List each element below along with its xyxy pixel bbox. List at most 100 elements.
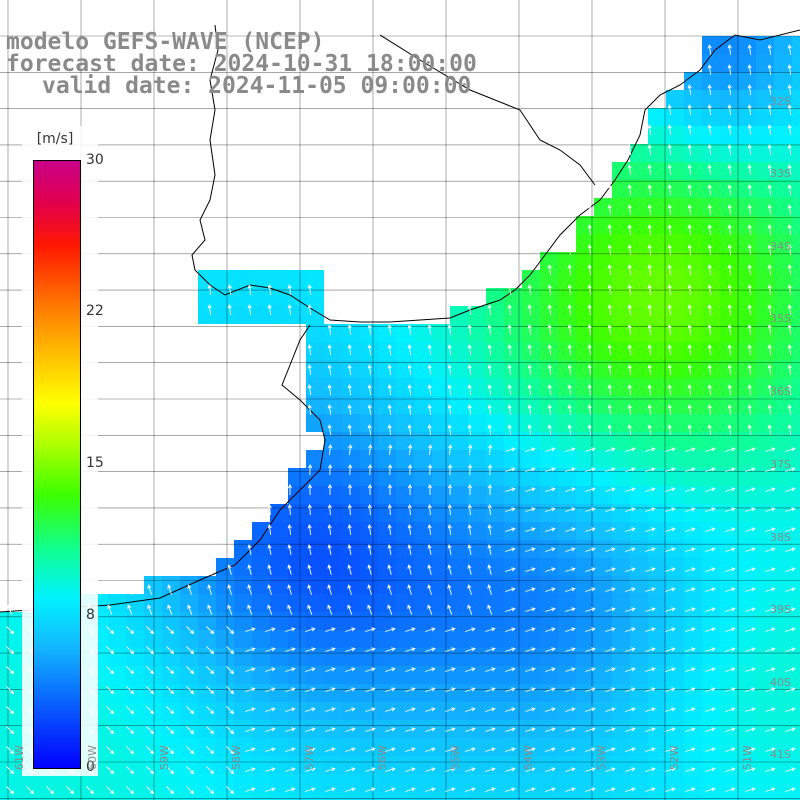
wind-cell [198,288,216,306]
wind-arrow [408,464,413,476]
wind-arrow [707,424,712,435]
wind-cell [630,522,648,540]
wind-arrow [505,567,516,572]
wind-arrow [407,384,412,395]
wind-arrow [467,344,472,355]
wind-cell [288,630,306,648]
wind-cell [774,234,792,252]
wind-cell [414,702,432,720]
wind-arrow [607,304,612,315]
wind-cell [540,540,558,558]
wind-cell [648,576,666,594]
wind-arrow [267,524,272,536]
wind-cell [558,414,576,432]
wind-cell [414,486,432,504]
wind-cell [450,756,468,774]
wind-arrow [547,264,552,275]
wind-arrow [387,344,392,355]
wind-cell [180,738,198,756]
wind-cell [558,558,576,576]
wind-arrow [387,524,392,536]
wind-arrow [445,667,456,672]
wind-cell [702,36,720,54]
wind-cell [522,468,540,486]
wind-cell [486,414,504,432]
wind-arrow [307,364,312,375]
wind-cell [558,270,576,288]
wind-arrow [667,324,672,335]
wind-cell [504,648,522,666]
wind-cell [612,360,630,378]
wind-arrow [787,244,792,255]
wind-arrow [327,604,333,615]
wind-arrow [307,544,312,555]
wind-arrow [665,527,676,532]
wind-cell [198,756,216,774]
wind-cell [252,522,270,540]
wind-arrow [507,304,512,315]
wind-arrow [787,164,792,175]
wind-arrow [525,467,536,472]
wind-cell [522,774,540,792]
wind-arrow [447,524,452,536]
wind-arrow [127,604,133,615]
wind-arrow [7,604,13,615]
wind-cell [756,432,774,450]
wind-arrow [425,667,436,672]
wind-arrow [687,284,692,295]
wind-cell [612,414,630,432]
wind-arrow [725,667,736,672]
wind-cell [486,720,504,738]
wind-cell [432,594,450,612]
wind-arrow [585,607,596,612]
wind-cell [576,738,594,756]
wind-arrow [747,404,752,415]
wind-cell [234,702,252,720]
wind-arrow [126,746,135,755]
wind-cell [522,540,540,558]
wind-arrow [565,687,576,692]
wind-arrow [707,224,712,235]
wind-cell [612,252,630,270]
wind-cell [432,360,450,378]
wind-arrow [727,344,732,355]
wind-cell [360,540,378,558]
wind-cell [576,270,594,288]
wind-cell [486,504,504,522]
wind-arrow [545,447,556,452]
wind-cell [792,72,800,90]
wind-cell [396,576,414,594]
wind-arrow [747,344,752,355]
wind-cell [306,792,324,800]
wind-arrow [287,604,293,615]
wind-arrow [765,687,776,692]
wind-arrow [367,424,372,435]
wind-cell [18,792,36,800]
wind-arrow [388,464,393,476]
wind-cell [396,738,414,756]
wind-arrow [385,787,396,792]
wind-cell [540,324,558,342]
wind-cell [162,594,180,612]
wind-cell [720,738,738,756]
wind-cell [342,720,360,738]
wind-arrow [625,607,636,612]
wind-arrow [348,464,353,476]
wind-cell [378,432,396,450]
wind-arrow [265,787,276,792]
wind-cell [576,306,594,324]
wind-cell [324,756,342,774]
wind-cell [270,738,288,756]
wind-cell [666,720,684,738]
wind-arrow [765,747,776,752]
wind-cell [702,684,720,702]
border-line [379,34,596,186]
wind-cell [396,648,414,666]
wind-cell [666,648,684,666]
wind-arrow [707,304,712,315]
wind-cell [342,666,360,684]
wind-cell [126,720,144,738]
wind-arrow [166,746,175,755]
lon-label-61w: 61W [13,745,26,770]
wind-arrow [665,647,676,652]
